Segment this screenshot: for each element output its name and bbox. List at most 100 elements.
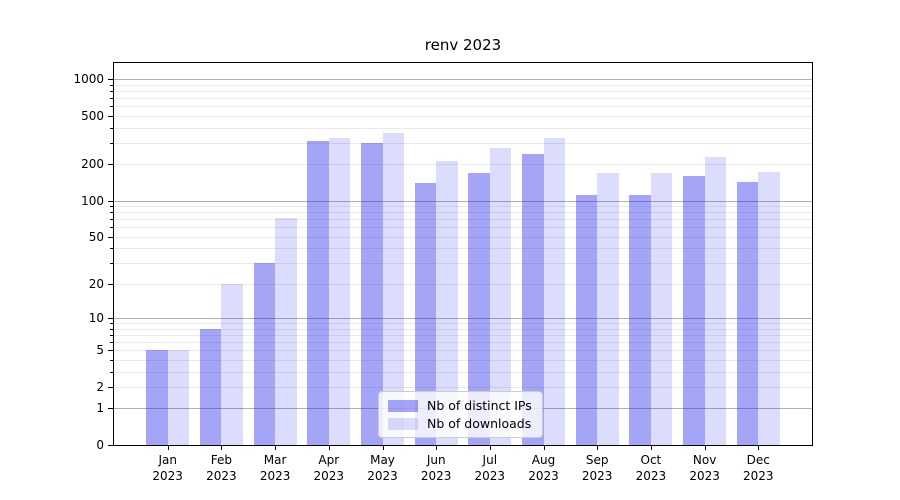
y-minor-tick-mark	[110, 106, 113, 108]
y-minor-tick-mark	[110, 328, 113, 330]
minor-gridline	[114, 164, 812, 166]
minor-gridline	[114, 90, 812, 92]
bars-layer	[114, 63, 812, 445]
major-gridline	[114, 200, 812, 202]
x-tick-mark	[758, 446, 760, 450]
x-tick-label: Oct 2023	[635, 453, 667, 483]
x-tick-mark	[597, 446, 599, 450]
minor-gridline	[114, 236, 812, 238]
x-tick-mark	[650, 446, 652, 450]
bar-distinct-ips	[683, 175, 705, 445]
minor-gridline	[114, 206, 812, 208]
bar-distinct-ips	[522, 154, 544, 445]
minor-gridline	[114, 328, 812, 330]
y-tick-label: 20	[88, 276, 104, 291]
minor-gridline	[114, 97, 812, 99]
y-minor-tick-mark	[110, 263, 113, 265]
y-tick-mark	[108, 283, 113, 285]
legend: Nb of distinct IPs Nb of downloads	[378, 391, 543, 438]
bar-distinct-ips	[736, 181, 759, 445]
bar-downloads	[221, 283, 243, 445]
minor-gridline	[114, 359, 812, 361]
x-tick-label: Jan 2023	[152, 453, 183, 483]
bar-distinct-ips	[253, 263, 276, 445]
x-tick-label: Mar 2023	[259, 453, 291, 483]
bar-distinct-ips	[361, 142, 383, 445]
bar-downloads	[489, 147, 512, 445]
y-tick-mark	[108, 236, 113, 238]
bar-downloads	[382, 132, 404, 445]
bar-distinct-ips	[575, 195, 598, 445]
y-tick-label: 0	[96, 438, 104, 452]
y-tick-label: 50	[88, 229, 104, 244]
y-minor-tick-mark	[110, 84, 113, 86]
bar-distinct-ips	[199, 328, 222, 445]
minor-gridline	[114, 142, 812, 144]
x-tick-label: Aug 2023	[528, 453, 559, 483]
y-tick-mark	[108, 318, 113, 319]
legend-swatch-downloads	[388, 417, 418, 430]
y-tick-mark	[108, 200, 113, 202]
bar-distinct-ips	[629, 194, 651, 445]
x-tick-mark	[167, 446, 169, 450]
major-gridline	[114, 318, 812, 319]
x-tick-mark	[382, 446, 384, 450]
y-tick-mark	[108, 350, 113, 352]
y-minor-tick-mark	[110, 212, 113, 214]
y-tick-mark	[108, 164, 113, 166]
x-tick-mark	[543, 446, 545, 450]
y-tick-label: 500	[81, 108, 104, 123]
legend-item-distinct-ips: Nb of distinct IPs	[388, 398, 532, 413]
minor-gridline	[114, 263, 812, 265]
x-tick-label: Feb 2023	[206, 453, 237, 483]
y-tick-label: 10	[88, 311, 104, 325]
y-tick-label: 100	[81, 193, 104, 208]
y-tick-mark	[108, 408, 113, 410]
y-minor-tick-mark	[110, 142, 113, 144]
bar-downloads	[167, 350, 190, 445]
y-tick-mark	[108, 386, 113, 388]
bar-downloads	[597, 173, 619, 445]
legend-label-downloads: Nb of downloads	[427, 416, 532, 431]
bar-downloads	[328, 137, 351, 445]
x-tick-label: Dec 2023	[743, 453, 774, 483]
y-minor-tick-mark	[110, 219, 113, 221]
minor-gridline	[114, 212, 812, 214]
minor-gridline	[114, 283, 812, 285]
minor-gridline	[114, 334, 812, 336]
bar-downloads	[704, 156, 727, 445]
x-tick-mark	[436, 446, 438, 450]
bar-downloads	[275, 217, 297, 445]
chart-title: renv 2023	[424, 36, 502, 54]
x-tick-label: Sep 2023	[581, 453, 613, 483]
x-tick-label: Apr 2023	[313, 453, 345, 483]
bar-distinct-ips	[146, 350, 168, 445]
y-minor-tick-mark	[110, 248, 113, 250]
y-tick-label: 200	[81, 157, 104, 172]
bar-distinct-ips	[414, 182, 437, 445]
bar-downloads	[650, 173, 673, 445]
y-minor-tick-mark	[110, 90, 113, 92]
minor-gridline	[114, 386, 812, 388]
x-tick-mark	[221, 446, 223, 450]
y-tick-mark	[108, 445, 113, 446]
bar-distinct-ips	[468, 172, 490, 445]
bar-downloads	[436, 161, 458, 445]
minor-gridline	[114, 341, 812, 343]
y-minor-tick-mark	[110, 341, 113, 343]
bar-downloads	[758, 172, 780, 445]
x-tick-label: May 2023	[367, 453, 398, 483]
minor-gridline	[114, 219, 812, 221]
y-tick-label: 1000	[73, 72, 104, 87]
y-minor-tick-mark	[110, 227, 113, 229]
y-minor-tick-mark	[110, 97, 113, 99]
minor-gridline	[114, 350, 812, 352]
y-tick-mark	[108, 79, 113, 81]
bar-downloads	[543, 137, 565, 445]
y-minor-tick-mark	[110, 371, 113, 373]
minor-gridline	[114, 115, 812, 117]
y-tick-label: 1	[96, 401, 104, 416]
